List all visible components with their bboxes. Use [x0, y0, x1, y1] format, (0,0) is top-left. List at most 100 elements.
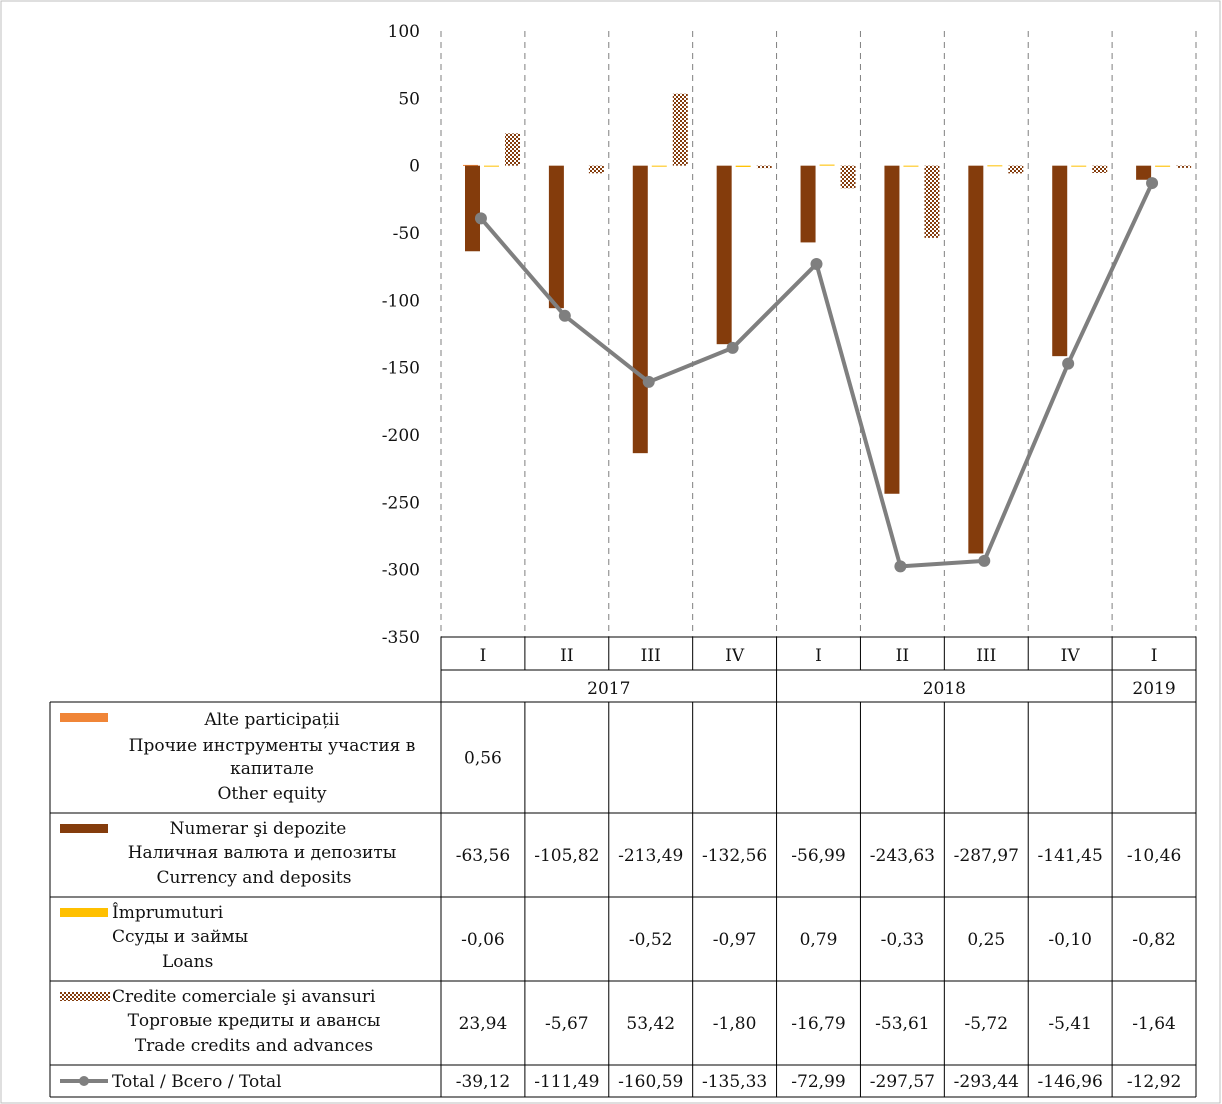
total-point [978, 554, 991, 567]
x-tick-label: II [896, 646, 909, 666]
x-tick-label: IV [725, 646, 745, 666]
bar-loans [987, 165, 1003, 167]
legend-label: Наличная валюта и депозиты [128, 843, 397, 863]
data-label: -0,52 [629, 930, 673, 950]
total-point [894, 560, 907, 573]
bar-trade_credits [1008, 165, 1024, 174]
x-tick-label: I [480, 646, 487, 666]
bar-currency_deposits [1136, 165, 1152, 180]
data-label: -297,57 [870, 1072, 935, 1092]
data-label: -1,80 [713, 1014, 757, 1034]
year-label: 2017 [587, 679, 630, 699]
bar-trade_credits [1092, 165, 1108, 173]
data-label: -0,97 [713, 930, 757, 950]
data-label: -5,41 [1048, 1014, 1092, 1034]
total-point [474, 212, 487, 225]
bar-loans [735, 165, 751, 167]
data-label: 0,79 [800, 930, 838, 950]
total-point [642, 375, 655, 388]
legend-label: Loans [162, 952, 213, 972]
x-tick-label: III [976, 646, 996, 666]
x-tick-label: I [815, 646, 822, 666]
data-label: -56,99 [791, 846, 845, 866]
bar-currency_deposits [716, 165, 732, 345]
legend-label: Credite comerciale şi avansuri [112, 987, 376, 1007]
legend-label: Trade credits and advances [135, 1036, 373, 1056]
data-label: -0,10 [1048, 930, 1092, 950]
y-tick-label: -100 [382, 291, 420, 311]
x-tick-label: II [560, 646, 573, 666]
bar-other_equity [463, 164, 478, 166]
bar-trade_credits [1176, 165, 1192, 168]
data-label: -1,64 [1132, 1014, 1176, 1034]
bar-currency_deposits [465, 165, 480, 252]
bar-trade_credits [924, 165, 940, 238]
data-label: -72,99 [791, 1072, 845, 1092]
legend-label: Ссуды и займы [112, 927, 248, 947]
data-label: -5,72 [964, 1014, 1008, 1034]
bar-loans [1071, 165, 1087, 167]
data-label: -111,49 [534, 1072, 599, 1092]
year-label: 2018 [923, 679, 966, 699]
data-label: -160,59 [618, 1072, 683, 1092]
data-label: -243,63 [870, 846, 935, 866]
x-tick-label: IV [1061, 646, 1081, 666]
total-point [1146, 177, 1159, 190]
x-tick-label: I [1151, 646, 1158, 666]
data-label: -10,46 [1127, 846, 1181, 866]
total-point [558, 309, 571, 322]
data-label: 0,25 [967, 930, 1005, 950]
legend-label: Торговые кредиты и авансы [128, 1011, 381, 1031]
legend-key-other_equity [60, 713, 108, 722]
bar-trade_credits [672, 93, 688, 166]
bar-currency_deposits [800, 165, 816, 243]
legend-key-loans [60, 908, 108, 917]
bar-currency_deposits [968, 165, 984, 554]
data-label: -132,56 [702, 846, 767, 866]
data-label: -16,79 [791, 1014, 845, 1034]
bar-trade_credits [756, 165, 772, 169]
bar-currency_deposits [884, 165, 900, 494]
legend-label: Other equity [217, 784, 326, 804]
bar-loans [651, 165, 667, 167]
data-label: -53,61 [875, 1014, 929, 1034]
data-label: 53,42 [626, 1014, 675, 1034]
bar-trade_credits [588, 165, 604, 174]
bar-loans [1155, 165, 1171, 167]
legend-label: Împrumuturi [112, 902, 224, 923]
legend-label: Alte participații [203, 710, 340, 730]
y-tick-label: -350 [382, 628, 420, 648]
data-label: 0,56 [464, 749, 502, 769]
data-label: -0,82 [1132, 930, 1176, 950]
y-tick-label: -300 [382, 561, 420, 581]
data-label: -63,56 [456, 846, 510, 866]
legend-key-currency_deposits [60, 824, 108, 833]
data-label: -105,82 [534, 846, 599, 866]
y-tick-label: -150 [382, 359, 420, 379]
legend-label: Total / Всего / Total [112, 1072, 282, 1092]
total-line [479, 182, 1154, 569]
data-label: -293,44 [954, 1072, 1019, 1092]
total-point [810, 257, 823, 270]
bar-trade_credits [840, 165, 856, 189]
data-label: -135,33 [702, 1072, 767, 1092]
bar-currency_deposits [548, 165, 564, 309]
y-tick-label: 100 [388, 22, 420, 42]
data-label: -12,92 [1127, 1072, 1181, 1092]
legend-label: Numerar şi depozite [170, 819, 347, 839]
data-label: -39,12 [456, 1072, 510, 1092]
legend-label: Currency and deposits [157, 868, 352, 888]
legend-label: капитале [230, 759, 314, 779]
y-tick-label: -250 [382, 493, 420, 513]
y-tick-label: -50 [393, 224, 420, 244]
legend-key-trade_credits [60, 992, 110, 1001]
data-label: -141,45 [1038, 846, 1103, 866]
data-label: -0,33 [881, 930, 925, 950]
legend-label: Прочие инструменты участия в [129, 736, 416, 756]
bar-currency_deposits [632, 165, 648, 454]
data-label: -0,06 [461, 930, 505, 950]
data-label: -146,96 [1038, 1072, 1103, 1092]
total-point [1062, 357, 1075, 370]
